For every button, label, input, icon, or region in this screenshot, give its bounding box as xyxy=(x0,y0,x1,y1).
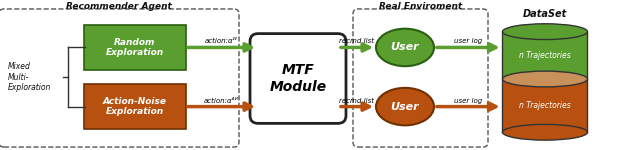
Text: User: User xyxy=(391,42,419,52)
Text: Action-Noise
Exploration: Action-Noise Exploration xyxy=(103,97,167,116)
Text: recmd list: recmd list xyxy=(339,98,375,104)
Text: DataSet: DataSet xyxy=(523,9,567,19)
Bar xyxy=(502,79,588,132)
Text: User: User xyxy=(391,102,419,112)
Text: Mixed
Multi-
Exploration: Mixed Multi- Exploration xyxy=(8,62,51,92)
Ellipse shape xyxy=(376,29,434,66)
FancyBboxPatch shape xyxy=(250,34,346,123)
Text: MTF
Module: MTF Module xyxy=(269,63,326,94)
Bar xyxy=(502,32,588,79)
Ellipse shape xyxy=(502,24,588,40)
FancyBboxPatch shape xyxy=(84,84,186,129)
FancyBboxPatch shape xyxy=(84,25,186,70)
Text: n Trajectories: n Trajectories xyxy=(519,101,571,110)
Text: recmd list: recmd list xyxy=(339,39,375,45)
Text: action:αᴬᴻ: action:αᴬᴻ xyxy=(204,98,239,104)
Text: action:αᵂ: action:αᵂ xyxy=(205,39,238,45)
Ellipse shape xyxy=(376,88,434,125)
Ellipse shape xyxy=(502,71,588,87)
Text: n Trajectories: n Trajectories xyxy=(519,51,571,60)
Text: Random
Exploration: Random Exploration xyxy=(106,38,164,57)
Text: Recommender Agent: Recommender Agent xyxy=(66,2,172,11)
Text: user log: user log xyxy=(454,98,483,104)
Text: user log: user log xyxy=(454,39,483,45)
Ellipse shape xyxy=(502,124,588,140)
Text: Real Enviroment: Real Enviroment xyxy=(379,2,462,11)
